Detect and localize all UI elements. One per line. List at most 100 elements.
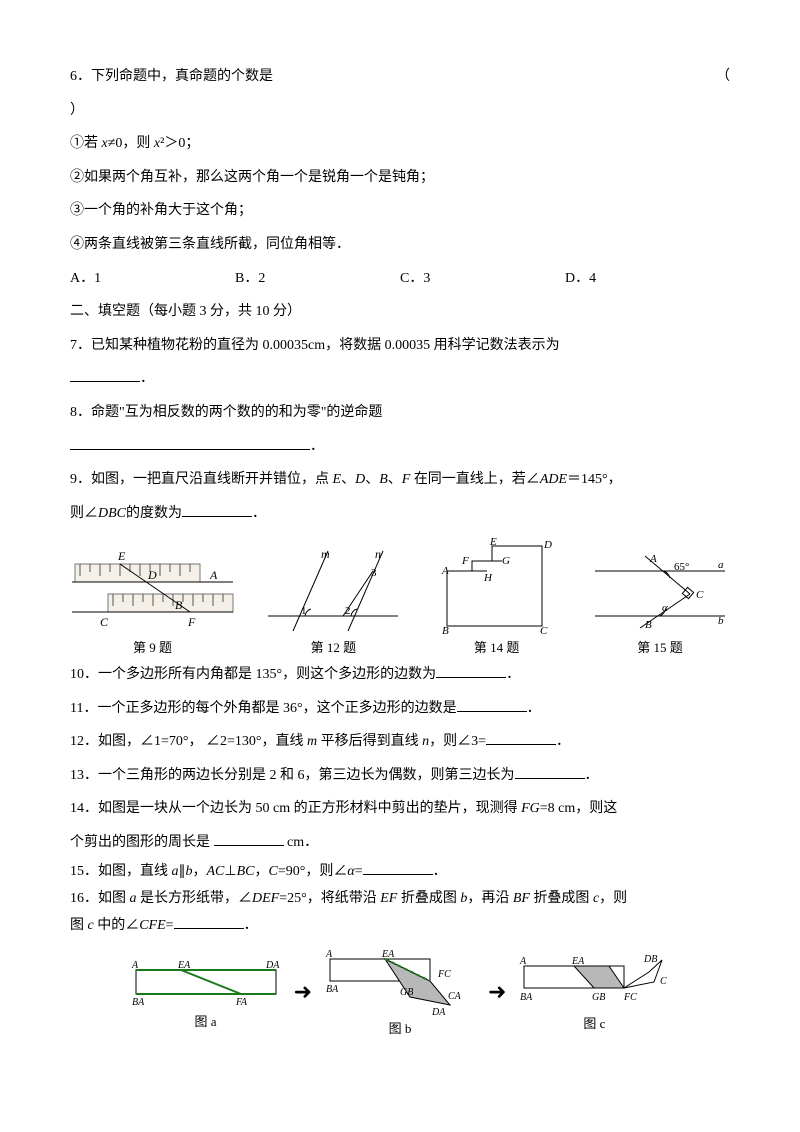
- fig14-F: F: [461, 555, 469, 567]
- q6-optD: D．4: [565, 262, 730, 296]
- q6-options: A．1 B．2 C．3 D．4: [70, 262, 730, 296]
- q16b: 是长方形纸带，∠: [137, 891, 253, 906]
- q14b: =8 cm，则这: [540, 801, 618, 816]
- fig15-svg: A 65° a C α B b: [590, 546, 730, 636]
- arrow-2-icon: ➜: [488, 979, 506, 1005]
- q16d: 折叠成图: [397, 891, 460, 906]
- q6-text: 6．下列命题中，真命题的个数是: [70, 69, 273, 84]
- fig9-F: F: [187, 615, 196, 629]
- q15a: 15．如图，直线: [70, 864, 172, 879]
- q16f: 折叠成图: [530, 891, 593, 906]
- q16-tail: ．: [244, 918, 258, 933]
- fold-c: A EA DB C BA GB FC 图 c: [514, 952, 674, 1032]
- q9a: 9．如图，一把直尺沿直线断开并错位，点: [70, 472, 333, 487]
- q9h: 的度数为: [126, 506, 182, 521]
- q13: 13．一个三角形的两边长分别是 2 和 6，第三边长为偶数，则第三边长为．: [70, 759, 730, 793]
- q6-optA: A．1: [70, 262, 235, 296]
- q11: 11．一个正多边形的每个外角都是 36°，这个正多边形的边数是 ．: [70, 692, 730, 726]
- q11-tail: ．: [527, 701, 541, 716]
- q6-paren-open: （: [716, 60, 730, 94]
- fig9-B: B: [175, 598, 183, 612]
- q16j: =: [166, 918, 174, 933]
- q7-text: 7．已知某种植物花粉的直径为 0.00035cm，将数据 0.00035 用科学…: [70, 338, 560, 353]
- q15d: ⊥: [224, 864, 236, 879]
- fig15-alpha: α: [662, 602, 668, 614]
- fig9-C: C: [100, 615, 109, 629]
- q15b: ∥: [179, 864, 186, 879]
- q7: 7．已知某种植物花粉的直径为 0.00035cm，将数据 0.00035 用科学…: [70, 329, 730, 363]
- fig9-E: E: [117, 549, 126, 563]
- q12: 12．如图，∠1=70°， ∠2=130°，直线 m 平移后得到直线 n，则∠3…: [70, 725, 730, 759]
- fold-c-svg: A EA DB C BA GB FC: [514, 952, 674, 1012]
- q16h: 图: [70, 918, 88, 933]
- q16c: =25°，将纸带沿: [279, 891, 380, 906]
- q9-line2: 则∠DBC的度数为．: [70, 497, 730, 531]
- q10: 10．一个多边形所有内角都是 135°，则这个多边形的边数为 ．: [70, 658, 730, 692]
- fold-a: A EA DA BA FA 图 a: [126, 955, 286, 1030]
- q14: 14．如图是一块从一个边长为 50 cm 的正方形材料中剪出的垫片，现测得 FG…: [70, 792, 730, 826]
- q6-paren-close: ）: [70, 94, 730, 128]
- q14d: cm．: [284, 835, 319, 850]
- fold-b: A EA BA GB FC CA DA 图 b: [320, 947, 480, 1037]
- fa-DA: DA: [265, 960, 280, 971]
- q16-2: 图 c 中的∠CFE=．: [70, 913, 730, 940]
- fig15-a: a: [718, 559, 724, 571]
- fb-EA: EA: [381, 949, 395, 960]
- figure-row: E D A C B F 第 9 题 m n 1 2 3 第 12 题: [70, 536, 730, 656]
- q16g: ，则: [599, 891, 627, 906]
- fig15-B: B: [645, 619, 652, 631]
- q6-optC: C．3: [400, 262, 565, 296]
- q12-tail: ．: [556, 734, 570, 749]
- fig15-cap: 第 15 题: [590, 640, 730, 656]
- fold-row: A EA DA BA FA 图 a ➜ A EA BA GB FC CA DA …: [70, 947, 730, 1037]
- fc-C: C: [660, 976, 667, 987]
- fig9-cap: 第 9 题: [70, 640, 235, 656]
- fa-A: A: [131, 960, 139, 971]
- fa-EA: EA: [177, 960, 191, 971]
- fig12-cap: 第 12 题: [263, 640, 403, 656]
- fig14-C: C: [540, 625, 548, 636]
- q6-s4: ④两条直线被第三条直线所截，同位角相等．: [70, 228, 730, 262]
- q15f: =90°，则∠: [278, 864, 348, 879]
- q9g: 则∠: [70, 506, 98, 521]
- fa-FA: FA: [235, 997, 248, 1008]
- q15g: =: [355, 864, 363, 879]
- q12b: 平移后得到直线: [317, 734, 422, 749]
- fig14-G: G: [502, 555, 510, 567]
- q9d: 、: [388, 472, 402, 487]
- fig15-A: A: [649, 553, 657, 565]
- q9e: 在同一直线上，若∠: [410, 472, 540, 487]
- q6-s3: ③一个角的补角大于这个角；: [70, 194, 730, 228]
- fb-DA: DA: [431, 1007, 446, 1017]
- fig12-n: n: [375, 547, 381, 561]
- fig14-cap: 第 14 题: [432, 640, 562, 656]
- q6-optB: B．2: [235, 262, 400, 296]
- fb-BA: BA: [326, 984, 339, 995]
- fig12-1: 1: [301, 605, 307, 617]
- q6-s1a: ①若: [70, 136, 102, 151]
- fc-A: A: [519, 956, 527, 967]
- q14-2: 个剪出的图形的周长是 cm．: [70, 826, 730, 860]
- fig9-A: A: [209, 568, 218, 582]
- q10-tail: ．: [506, 667, 520, 682]
- fold-a-svg: A EA DA BA FA: [126, 955, 286, 1010]
- q10-text: 10．一个多边形所有内角都是 135°，则这个多边形的边数为: [70, 667, 436, 682]
- fc-FC: FC: [623, 992, 637, 1003]
- q14c: 个剪出的图形的周长是: [70, 835, 214, 850]
- fig14-E: E: [489, 536, 497, 548]
- q16a: 16．如图: [70, 891, 130, 906]
- arrow-1-icon: ➜: [294, 979, 312, 1005]
- fig9-D: D: [147, 568, 157, 582]
- fig14-svg: A B C D E F G H: [432, 536, 562, 636]
- q9c: 、: [365, 472, 379, 487]
- q15-tail: ．: [433, 864, 447, 879]
- fc-DB: DB: [643, 954, 657, 965]
- fold-b-cap: 图 b: [320, 1021, 480, 1037]
- fb-GB: GB: [400, 987, 413, 998]
- fold-a-cap: 图 a: [126, 1014, 286, 1030]
- fb-FC: FC: [437, 969, 451, 980]
- q9: 9．如图，一把直尺沿直线断开并错位，点 E、D、B、F 在同一直线上，若∠ADE…: [70, 463, 730, 497]
- q11-text: 11．一个正多边形的每个外角都是 36°，这个正多边形的边数是: [70, 701, 457, 716]
- fc-EA: EA: [571, 956, 585, 967]
- fig12-3: 3: [371, 567, 377, 579]
